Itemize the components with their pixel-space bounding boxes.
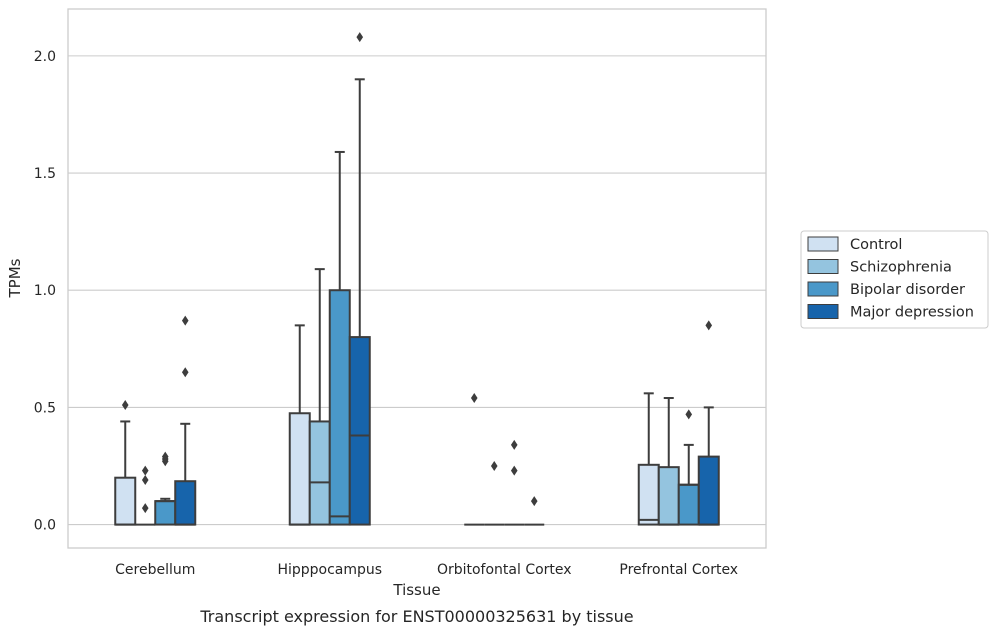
- y-axis-title: TPMs: [6, 258, 24, 298]
- outlier-point: [705, 320, 713, 331]
- y-tick-label: 0.0: [34, 518, 56, 534]
- outlier-point: [181, 315, 189, 326]
- outlier-point: [530, 496, 538, 507]
- box-group: [657, 397, 680, 526]
- box: [174, 480, 197, 526]
- legend-frame: [800, 230, 989, 329]
- box-group: [464, 393, 485, 526]
- x-tick-label: Orbitofontal Cortex: [437, 562, 572, 578]
- box-group: [288, 324, 311, 526]
- box-group: [135, 465, 156, 526]
- box-group: [174, 315, 197, 526]
- legend-swatch: [807, 281, 839, 297]
- box: [348, 336, 371, 526]
- y-tick-labels: 0.0 0.5 1.0 1.5 2.0: [34, 49, 56, 534]
- legend-label: Major depression: [850, 305, 974, 321]
- y-tick-label: 2.0: [34, 49, 56, 65]
- plot-area-frame: [67, 8, 767, 549]
- legend-swatch: [807, 236, 839, 252]
- outlier-point: [490, 460, 498, 471]
- box: [308, 420, 331, 526]
- outlier-point: [510, 465, 518, 476]
- box-group: [484, 460, 505, 526]
- gridlines: [68, 55, 766, 526]
- box-group: [524, 496, 545, 526]
- legend-label: Control: [850, 237, 902, 253]
- legend-label: Bipolar disorder: [850, 282, 965, 298]
- box-group: [154, 451, 177, 526]
- boxes: [114, 32, 720, 526]
- outlier-point: [181, 367, 189, 378]
- x-tick-label: Hipppocampus: [277, 562, 382, 578]
- x-tick-label: Prefrontal Cortex: [619, 562, 738, 578]
- box: [697, 455, 720, 526]
- box-group: [677, 409, 700, 526]
- x-tick-labels: Cerebellum Hipppocampus Orbitofontal Corte…: [115, 562, 738, 578]
- outlier-point: [141, 475, 149, 486]
- outlier-point: [141, 503, 149, 514]
- chart-caption: Transcript expression for ENST0000032563…: [199, 607, 633, 626]
- box: [677, 483, 700, 526]
- outlier-point: [161, 451, 169, 462]
- box: [328, 289, 351, 526]
- box-group: [697, 320, 720, 526]
- box-group: [637, 392, 660, 526]
- box: [154, 500, 177, 526]
- outlier-point: [470, 393, 478, 404]
- outlier-point: [510, 439, 518, 450]
- x-axis-title: Tissue: [392, 581, 440, 599]
- legend-label: Schizophrenia: [850, 260, 952, 276]
- box-group: [308, 268, 331, 526]
- legend-swatch: [807, 304, 839, 319]
- box: [657, 466, 680, 526]
- outlier-point: [121, 400, 129, 411]
- box: [114, 476, 137, 526]
- x-tick-label: Cerebellum: [115, 562, 195, 578]
- outlier-point: [685, 409, 693, 420]
- legend: Control Schizophrenia Bipolar disorder Majo…: [800, 230, 989, 329]
- box-group: [504, 439, 525, 526]
- box: [288, 412, 311, 526]
- y-tick-label: 1.5: [34, 166, 56, 182]
- legend-swatch: [807, 259, 839, 274]
- box: [637, 463, 660, 526]
- y-tick-label: 0.5: [34, 400, 56, 416]
- outlier-point: [356, 32, 364, 43]
- box-group: [348, 32, 371, 526]
- y-tick-label: 1.0: [34, 283, 56, 299]
- outlier-point: [141, 465, 149, 476]
- box-group: [114, 400, 137, 526]
- box-group: [328, 150, 351, 526]
